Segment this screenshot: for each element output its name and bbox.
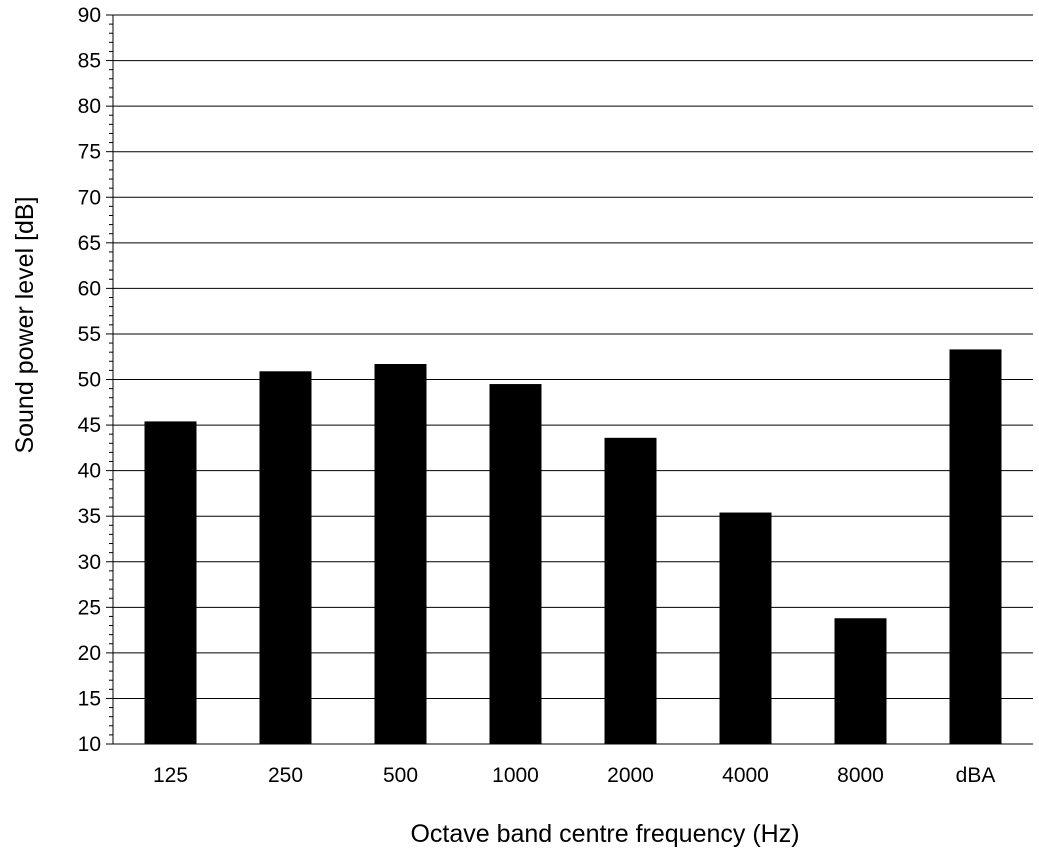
x-tick-label: 4000 xyxy=(722,764,769,787)
y-tick-label: 50 xyxy=(78,369,101,392)
y-tick-label: 30 xyxy=(78,551,101,574)
bar-8000 xyxy=(834,618,887,744)
bar-dBA xyxy=(949,349,1002,744)
y-tick-label: 75 xyxy=(78,141,101,164)
x-tick-label: 8000 xyxy=(837,764,884,787)
y-tick-label: 55 xyxy=(78,323,101,346)
x-tick-label: 1000 xyxy=(492,764,539,787)
x-tick-labels: 125 250 500 1000 2000 4000 8000 dBA xyxy=(153,764,995,787)
y-tick-label: 80 xyxy=(78,95,101,118)
y-tick-label: 65 xyxy=(78,232,101,255)
bar-2000 xyxy=(604,437,657,744)
y-tick-label: 90 xyxy=(78,4,101,27)
y-tick-labels: 10 15 20 25 30 35 40 45 50 55 60 65 70 75 80 85 90 xyxy=(78,4,101,756)
y-tick-label: 70 xyxy=(78,186,101,209)
gridlines xyxy=(113,14,1033,699)
y-tick-label: 60 xyxy=(78,277,101,300)
bar-500 xyxy=(374,364,427,744)
axes xyxy=(106,14,1033,745)
y-tick-label: 35 xyxy=(78,505,101,528)
x-tick-label: 2000 xyxy=(607,764,654,787)
y-tick-label: 25 xyxy=(78,596,101,619)
bar-250 xyxy=(259,371,312,744)
y-tick-label: 15 xyxy=(78,687,101,710)
y-tick-label: 45 xyxy=(78,414,101,437)
x-tick-label: 250 xyxy=(268,764,303,787)
bars xyxy=(144,349,1002,744)
y-tick-label: 10 xyxy=(78,733,101,756)
bar-4000 xyxy=(719,512,772,744)
x-tick-label: 500 xyxy=(383,764,418,787)
x-tick-label: dBA xyxy=(956,764,996,787)
x-axis-title: Octave band centre frequency (Hz) xyxy=(410,820,799,848)
y-tick-label: 85 xyxy=(78,50,101,73)
y-tick-label: 20 xyxy=(78,642,101,665)
y-axis-title: Sound power level [dB] xyxy=(11,196,39,453)
bar-1000 xyxy=(489,384,542,744)
y-tick-label: 40 xyxy=(78,460,101,483)
bar-125 xyxy=(144,421,197,744)
x-tick-label: 125 xyxy=(153,764,188,787)
